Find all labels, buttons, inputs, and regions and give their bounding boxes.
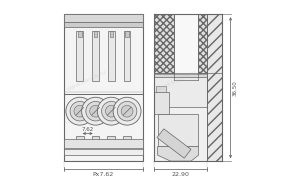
Text: 36.50: 36.50	[232, 80, 237, 96]
Bar	[64, 139, 143, 148]
Bar	[124, 31, 130, 81]
Circle shape	[98, 97, 125, 125]
Bar	[158, 114, 199, 146]
Circle shape	[66, 97, 94, 125]
Bar	[110, 31, 113, 37]
Circle shape	[70, 101, 90, 121]
Bar	[92, 31, 99, 81]
Bar	[125, 31, 129, 37]
Bar	[154, 78, 207, 107]
Bar	[123, 136, 131, 144]
Text: www.danta.ru: www.danta.ru	[67, 69, 108, 92]
Bar	[64, 14, 143, 22]
Bar	[64, 149, 143, 155]
Bar	[154, 92, 169, 114]
Bar	[207, 14, 222, 161]
Bar	[156, 86, 166, 92]
Bar	[64, 22, 143, 27]
Circle shape	[74, 105, 86, 117]
Bar	[78, 31, 82, 37]
Bar	[94, 31, 97, 37]
Circle shape	[121, 105, 133, 117]
Circle shape	[102, 101, 121, 121]
Polygon shape	[157, 129, 191, 158]
Bar	[76, 136, 84, 144]
Bar	[108, 31, 115, 81]
Bar	[76, 31, 83, 81]
Bar	[174, 14, 198, 80]
Bar	[154, 14, 174, 73]
Circle shape	[82, 97, 110, 125]
Bar	[154, 14, 222, 161]
Bar	[64, 14, 143, 161]
Circle shape	[117, 101, 137, 121]
Bar	[92, 136, 99, 144]
Polygon shape	[158, 146, 199, 161]
Bar	[107, 136, 115, 144]
Text: 7.62: 7.62	[82, 127, 94, 132]
Text: www.danta.ru: www.danta.ru	[156, 69, 198, 92]
Circle shape	[113, 97, 141, 125]
Bar	[198, 14, 222, 73]
Circle shape	[90, 105, 101, 117]
Circle shape	[86, 101, 105, 121]
Text: Px7.62: Px7.62	[93, 172, 114, 177]
Circle shape	[106, 105, 117, 117]
Text: 22.90: 22.90	[171, 172, 189, 177]
Bar	[154, 74, 207, 78]
